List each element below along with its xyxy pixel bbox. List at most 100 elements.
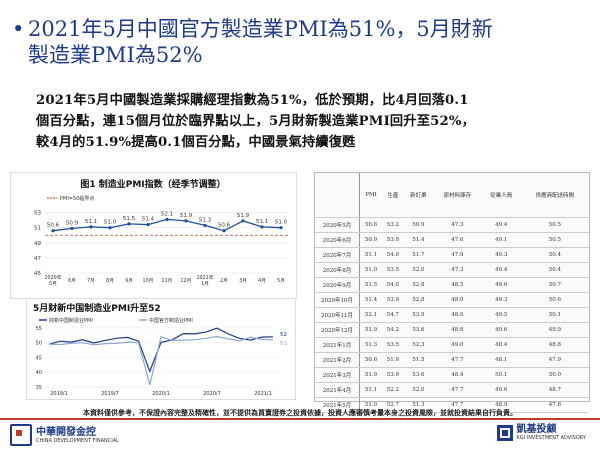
table-cell: 47.9 (433, 247, 482, 263)
table-header-cell: 從業人員 (481, 173, 521, 218)
cdf-logo-sub: CHINA DEVELOPMENT FINANCIAL (36, 437, 119, 444)
chart2-ytick-label: 45 (36, 355, 42, 361)
table-row-label: 2020年6月 (315, 232, 360, 248)
chart1-point (127, 222, 131, 226)
chart2-ytick-label: 40 (36, 370, 42, 376)
table-cell: 52.7 (382, 397, 404, 413)
footer-bar (0, 418, 600, 452)
table-row: 2020年9月 51.5 54.0 52.8 48.5 49.6 50.7 (315, 277, 589, 293)
table-cell: 48.6 (433, 322, 482, 338)
table-cell: 51.0 (359, 262, 383, 278)
chart1-data-label: 51.0 (104, 220, 117, 226)
chart2-xtick-label: 2019/7 (101, 391, 119, 397)
table-cell: 47.6 (520, 397, 589, 413)
table-header-cell: 供應商配送時間 (520, 173, 589, 218)
chart1-data-label: 51.4 (142, 217, 155, 223)
chart2-ytick-label: 35 (36, 385, 42, 391)
table-cell: 53.6 (403, 367, 434, 383)
table-cell: 49.3 (481, 247, 521, 263)
body-line-2: 個百分點，連15個月位於臨界點以上，5月財新製造業PMI回升至52%， (36, 114, 475, 129)
table-cell: 49.4 (481, 217, 521, 233)
chart2-end-label: 51 (280, 341, 287, 347)
table-cell: 53.5 (382, 262, 404, 278)
chart2-xtick-label: 2020/1 (152, 391, 170, 397)
table-cell: 48.4 (481, 337, 521, 353)
table-cell: 48.6 (433, 307, 482, 323)
table-corner-cell (315, 173, 360, 218)
chart1-data-label: 51.0 (275, 220, 288, 226)
table-row: 2020年5月 50.6 53.2 50.9 47.3 49.4 50.5 (315, 217, 589, 233)
chart1-xtick-label: 7月 (87, 278, 95, 284)
table-cell: 54.0 (382, 247, 404, 263)
table-row: 2021年2月 50.6 51.9 51.5 47.7 48.1 47.9 (315, 352, 589, 368)
table-cell: 50.6 (359, 352, 383, 368)
table-cell: 51.5 (403, 352, 434, 368)
table-cell: 50.1 (520, 307, 589, 323)
chart1-xtick-label: 10月 (143, 278, 154, 284)
slide-title: • 2021年5月中國官方製造業PMI為51%，5月財新 製造業PMI為52% (12, 16, 588, 68)
kgi-logo-icon (496, 424, 513, 441)
chart1-xtick-label: 4月 (258, 278, 266, 284)
table-cell: 47.7 (433, 382, 482, 398)
chart2-caixin-line (48, 327, 274, 374)
table-cell: 49.1 (481, 232, 521, 248)
table-cell: 50.5 (520, 217, 589, 233)
table-cell: 51.0 (359, 397, 383, 413)
chart1-point (146, 223, 150, 227)
chart1-ytick-label: 49 (34, 241, 41, 247)
chart1-data-label: 52.1 (161, 211, 173, 217)
chart1-point (108, 226, 112, 230)
table-cell: 52.2 (382, 382, 404, 398)
table-header-cell: 新訂單 (403, 173, 434, 218)
chart1-xtick-label: 5月 (49, 281, 57, 287)
table-cell: 53.5 (382, 337, 404, 353)
chart1-data-label: 51.9 (237, 213, 250, 219)
table-cell: 49.5 (481, 307, 521, 323)
table-cell: 49.6 (481, 382, 521, 398)
table-cell: 52.8 (403, 292, 434, 308)
table-cell: 50.6 (359, 217, 383, 233)
chart1-xtick-label: 8月 (106, 278, 114, 284)
table-cell: 53.9 (382, 292, 404, 308)
table-cell: 53.9 (382, 367, 404, 383)
chart1-ytick-label: 47 (34, 256, 41, 262)
chart2-legend-label: 中国官方制造业PMI (149, 317, 193, 324)
table-cell: 53.9 (382, 232, 404, 248)
table-row-label: 2020年9月 (315, 277, 360, 293)
chart1-xtick-label: 2月 (220, 278, 228, 284)
table-row: 2020年10月 51.4 53.9 52.8 48.0 49.3 50.6 (315, 292, 589, 308)
table-cell: 54.2 (382, 322, 404, 338)
table-cell: 48.5 (433, 277, 482, 293)
table-cell: 51.5 (359, 277, 383, 293)
cdf-logo-icon (10, 424, 32, 446)
table-row-label: 2021年5月 (315, 397, 360, 413)
table-cell: 52.1 (359, 307, 383, 323)
table-row: 2020年12月 51.9 54.2 53.6 48.6 49.6 49.9 (315, 322, 589, 338)
table-cell: 52.0 (403, 382, 434, 398)
table-cell: 52.3 (403, 337, 434, 353)
table-cell: 51.9 (359, 322, 383, 338)
table-cell: 51.4 (403, 232, 434, 248)
chart2-xtick-label: 2020/7 (203, 391, 221, 397)
chart1-point (279, 226, 283, 230)
table-row-label: 2020年7月 (315, 247, 360, 263)
table-cell: 50.9 (359, 232, 383, 248)
chart1-point (184, 219, 188, 223)
chart1-xtick-label: 2020年 (44, 274, 61, 281)
table-header-cell: 生產 (382, 173, 404, 218)
chart1-data-label: 50.6 (218, 223, 231, 229)
caixin-pmi-chart-svg: 5月财新中国制造业PMI升至52 财新中国制造业PMI 中国官方制造业PMI 35 40… (33, 302, 287, 397)
table-cell: 50.6 (520, 292, 589, 308)
table-cell: 53.2 (382, 217, 404, 233)
table-cell: 47.6 (433, 232, 482, 248)
kgi-logo-name: 凱基投顧 (516, 424, 557, 435)
table-cell: 52.0 (403, 262, 434, 278)
table-row-label: 2021年4月 (315, 382, 360, 398)
table-cell: 50.0 (520, 367, 589, 383)
chart1-point (222, 229, 226, 233)
pmi-table: PMI 生產 新訂單 原材料庫存 從業人員 供應商配送時間 2020年5月 50.6 53.2… (314, 172, 590, 413)
table-row: 2021年4月 51.1 52.2 52.0 47.7 49.6 48.7 (315, 382, 589, 398)
table-cell: 50.4 (520, 247, 589, 263)
table-row-label: 2021年2月 (315, 352, 360, 368)
table-cell: 54.7 (382, 307, 404, 323)
